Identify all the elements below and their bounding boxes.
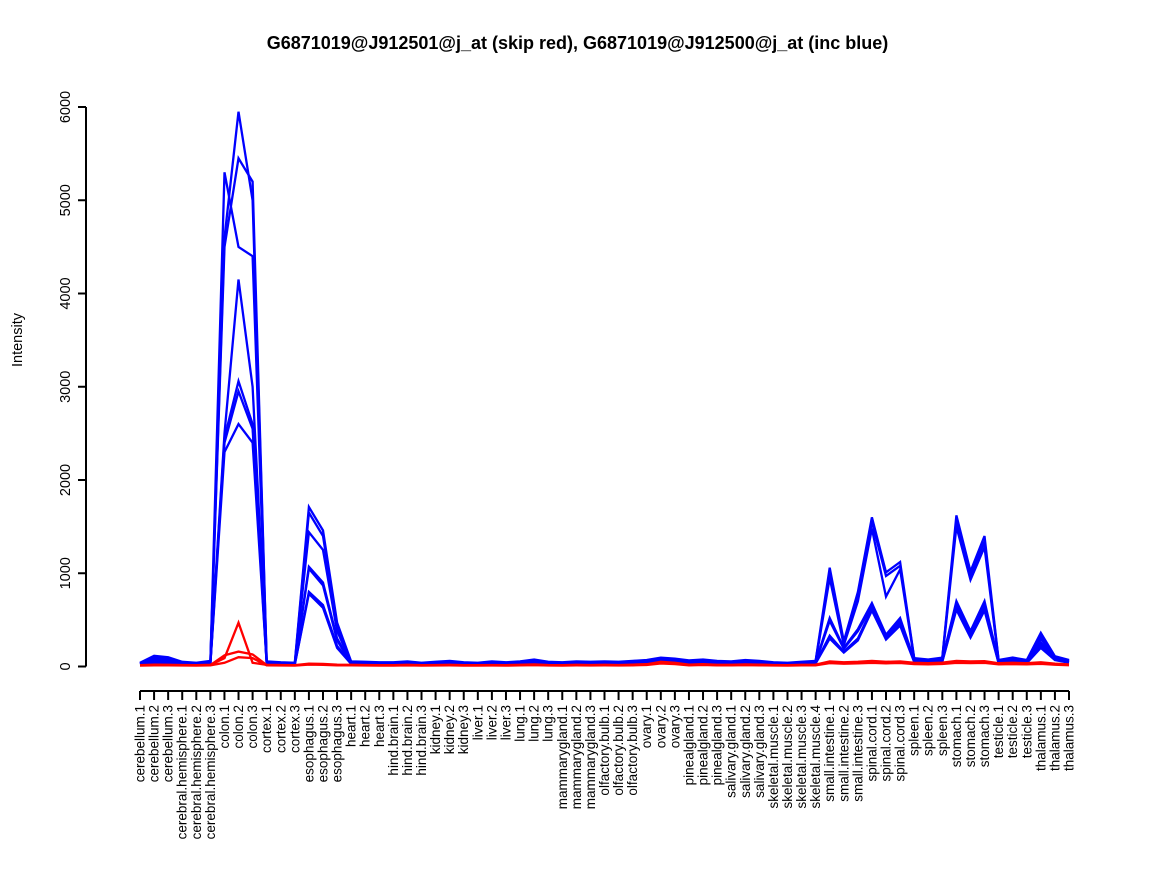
x-tick-label: esophagus.3 bbox=[330, 705, 345, 782]
x-tick-label: heart.3 bbox=[372, 705, 387, 747]
x-tick-label: stomach.2 bbox=[963, 705, 978, 767]
x-tick-label: cortex.2 bbox=[273, 705, 288, 753]
x-tick-label: liver.1 bbox=[470, 705, 485, 740]
x-tick-label: kidney.1 bbox=[428, 705, 443, 754]
x-tick-label: ovary.3 bbox=[667, 705, 682, 748]
x-tick-label: cerebellum.3 bbox=[161, 705, 176, 782]
x-tick-label: pinealgland.3 bbox=[710, 705, 725, 785]
x-tick-label: mammarygland.3 bbox=[583, 705, 598, 809]
x-tick-label: colon.2 bbox=[231, 705, 246, 749]
x-tick-label: stomach.1 bbox=[949, 705, 964, 767]
x-tick-label: ovary.1 bbox=[639, 705, 654, 748]
series-line-inc-blue-3 bbox=[139, 172, 1070, 665]
x-tick-label: spinal.cord.3 bbox=[893, 705, 908, 782]
x-tick-label: cerebral.hemisphere.2 bbox=[189, 705, 204, 839]
x-tick-label: cerebellum.1 bbox=[133, 705, 148, 782]
x-tick-label: pinealgland.2 bbox=[696, 705, 711, 785]
x-tick-label: olfactory.bulb.1 bbox=[597, 705, 612, 796]
series-line-skip-red-3 bbox=[139, 656, 1070, 667]
x-tick-label: heart.1 bbox=[344, 705, 359, 747]
x-tick-label: pinealgland.1 bbox=[681, 705, 696, 785]
x-tick-label: cerebral.hemisphere.1 bbox=[175, 705, 190, 839]
x-tick-label: thalamus.2 bbox=[1047, 705, 1062, 771]
series-line-inc-blue-4 bbox=[139, 279, 1070, 666]
x-tick-label: kidney.3 bbox=[456, 705, 471, 754]
y-tick-label: 2000 bbox=[58, 464, 74, 496]
x-tick-label: esophagus.2 bbox=[315, 705, 330, 782]
x-tick-label: spleen.3 bbox=[935, 705, 950, 756]
x-tick-label: testicle.2 bbox=[1005, 705, 1020, 758]
x-tick-label: thalamus.3 bbox=[1062, 705, 1077, 771]
series-line-inc-blue-2 bbox=[139, 155, 1070, 665]
x-tick-label: lung.1 bbox=[513, 705, 528, 742]
x-tick-label: mammarygland.1 bbox=[555, 705, 570, 809]
x-tick-label: skeletal.muscle.3 bbox=[794, 705, 809, 809]
x-tick-label: olfactory.bulb.3 bbox=[625, 705, 640, 796]
x-tick-label: heart.2 bbox=[358, 705, 373, 747]
x-tick-label: cortex.1 bbox=[259, 705, 274, 753]
x-tick-label: salivary.gland.2 bbox=[738, 705, 753, 798]
x-tick-label: kidney.2 bbox=[442, 705, 457, 754]
x-tick-label: liver.3 bbox=[498, 705, 513, 740]
y-tick-label: 1000 bbox=[58, 557, 74, 589]
x-tick-label: ovary.2 bbox=[653, 705, 668, 748]
x-tick-label: salivary.gland.1 bbox=[724, 705, 739, 798]
x-tick-label: lung.2 bbox=[527, 705, 542, 742]
x-tick-label: small.intestine.1 bbox=[822, 705, 837, 802]
x-tick-label: stomach.3 bbox=[977, 705, 992, 767]
x-tick-label: skeletal.muscle.2 bbox=[780, 705, 795, 809]
x-tick-label: cortex.3 bbox=[287, 705, 302, 753]
x-tick-label: lung.3 bbox=[541, 705, 556, 742]
chart-title: G6871019@J912501@j_at (skip red), G68710… bbox=[266, 33, 889, 53]
x-tick-label: colon.1 bbox=[217, 705, 232, 749]
x-tick-label: testicle.3 bbox=[1019, 705, 1034, 758]
y-tick-label: 4000 bbox=[58, 277, 74, 309]
x-tick-label: spleen.2 bbox=[921, 705, 936, 756]
x-tick-label: thalamus.1 bbox=[1033, 705, 1048, 771]
x-tick-label: spinal.cord.1 bbox=[864, 705, 879, 782]
x-tick-label: skeletal.muscle.4 bbox=[808, 705, 823, 809]
x-tick-label: esophagus.1 bbox=[301, 705, 316, 782]
y-tick-label: 5000 bbox=[58, 184, 74, 216]
x-tick-label: hind.brain.1 bbox=[386, 705, 401, 776]
y-tick-label: 0 bbox=[58, 662, 74, 670]
x-tick-label: spleen.1 bbox=[907, 705, 922, 756]
x-tick-label: cerebral.hemisphere.3 bbox=[203, 705, 218, 839]
x-tick-label: skeletal.muscle.1 bbox=[766, 705, 781, 809]
x-tick-label: liver.2 bbox=[484, 705, 499, 740]
x-tick-label: small.intestine.3 bbox=[850, 705, 865, 802]
x-tick-label: colon.3 bbox=[245, 705, 260, 749]
x-tick-label: testicle.1 bbox=[991, 705, 1006, 758]
x-tick-label: mammarygland.2 bbox=[569, 705, 584, 809]
x-tick-label: olfactory.bulb.2 bbox=[611, 705, 626, 796]
series-line-inc-blue-5 bbox=[139, 377, 1070, 666]
y-axis-title: Intensity bbox=[10, 312, 26, 367]
series-line-inc-blue-1 bbox=[139, 111, 1070, 664]
x-tick-label: hind.brain.3 bbox=[414, 705, 429, 776]
x-tick-label: hind.brain.2 bbox=[400, 705, 415, 776]
y-tick-label: 6000 bbox=[58, 91, 74, 123]
y-tick-label: 3000 bbox=[58, 371, 74, 403]
x-tick-label: cerebellum.2 bbox=[147, 705, 162, 782]
series-line-inc-blue-7 bbox=[139, 421, 1070, 666]
x-tick-label: small.intestine.2 bbox=[836, 705, 851, 802]
x-tick-label: salivary.gland.3 bbox=[752, 705, 767, 798]
series-line-inc-blue-6 bbox=[139, 387, 1070, 666]
x-tick-label: spinal.cord.2 bbox=[879, 705, 894, 782]
